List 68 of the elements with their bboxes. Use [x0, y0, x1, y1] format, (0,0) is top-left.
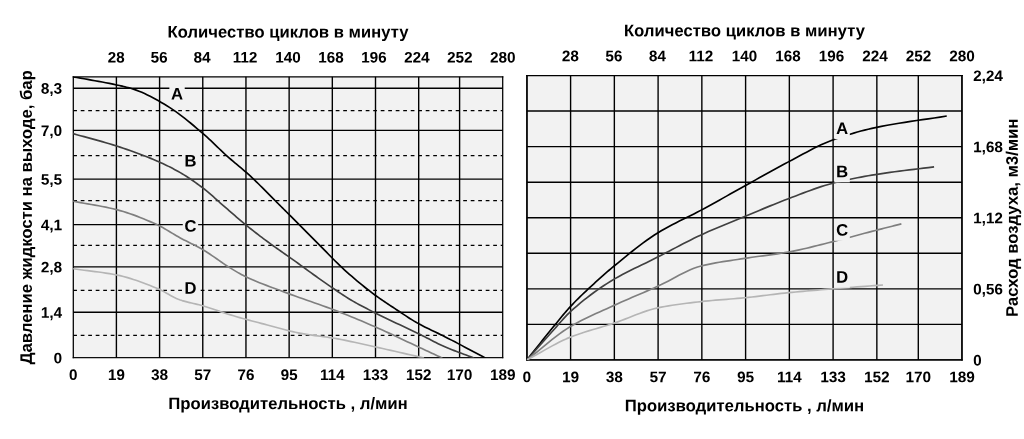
x2-tick-label: 196 — [819, 50, 844, 62]
x-tick-label: 170 — [447, 369, 472, 381]
series-label: A — [171, 88, 183, 100]
x-tick-label: 95 — [281, 369, 298, 381]
x-tick-label: 19 — [108, 369, 125, 381]
x-tick-label: 19 — [563, 371, 579, 383]
x-tick-label: 57 — [650, 371, 666, 383]
y2-tick-label: 0,56 — [973, 283, 1003, 297]
x2-tick-label: 140 — [732, 50, 757, 62]
x-tick-label: 152 — [865, 371, 889, 383]
y-tick-label: 4,1 — [41, 219, 62, 233]
x-tick-label: 133 — [363, 369, 388, 381]
x-tick-label: 170 — [906, 371, 931, 383]
x-tick-label: 95 — [737, 371, 754, 383]
x-tick-label: 0 — [69, 369, 77, 381]
y2-tick-label: 1,12 — [974, 212, 1003, 226]
y-axis-title: Давление жидкости на выходе, бар — [19, 70, 36, 365]
x2-tick-label: 84 — [194, 51, 211, 63]
x-tick-label: 114 — [320, 369, 345, 380]
x2-tick-label: 112 — [689, 50, 713, 62]
x-tick-label: 38 — [606, 371, 623, 383]
y-tick-label: 2,8 — [41, 261, 62, 275]
x-tick-label: 114 — [777, 371, 802, 383]
x2-tick-label: 280 — [949, 50, 975, 62]
x-tick-label: 76 — [238, 369, 254, 381]
y2-tick-label: 2,24 — [973, 70, 1003, 84]
y-tick-label: 5,5 — [41, 174, 62, 188]
x2-tick-label: 252 — [447, 51, 472, 63]
series-label: C — [836, 224, 848, 236]
x2-axis-title: Количество циклов в минуту — [168, 26, 409, 42]
x2-tick-label: 196 — [362, 51, 387, 63]
x2-tick-label: 168 — [776, 50, 801, 62]
y2-axis-title: Расход воздуха, м3/мин — [1005, 119, 1022, 316]
x2-tick-label: 56 — [151, 51, 168, 63]
x2-tick-label: 84 — [649, 50, 666, 62]
x2-tick-label: 56 — [605, 50, 622, 62]
x-tick-label: 189 — [950, 371, 975, 383]
x-tick-label: 0 — [523, 371, 531, 383]
x2-tick-label: 224 — [862, 50, 888, 62]
y-tick-label: 0 — [54, 352, 62, 364]
x2-axis-title: Количество циклов в минуту — [625, 24, 865, 40]
series-label: D — [837, 271, 848, 283]
x-tick-label: 76 — [694, 371, 710, 383]
y-tick-label: 1,4 — [41, 307, 63, 321]
x-tick-label: 38 — [151, 369, 168, 381]
x-tick-label: 133 — [821, 371, 846, 383]
series-label: D — [185, 282, 196, 294]
x2-tick-label: 140 — [276, 51, 301, 63]
y2-tick-label: 0 — [973, 354, 982, 366]
series-label: B — [837, 165, 848, 178]
y2-tick-label: 1,68 — [974, 141, 1003, 155]
x2-tick-label: 28 — [108, 51, 125, 63]
x-tick-label: 189 — [491, 369, 515, 381]
x-tick-label: 152 — [406, 369, 431, 381]
x-axis-title: Производительность , л/мин — [169, 397, 407, 413]
x2-tick-label: 112 — [233, 51, 257, 63]
x2-tick-label: 252 — [906, 50, 931, 62]
x-axis-title: Производительность , л/мин — [625, 399, 863, 415]
x2-tick-label: 224 — [404, 51, 430, 63]
y-tick-label: 7,0 — [41, 125, 62, 139]
series-label: B — [185, 154, 196, 167]
x2-tick-label: 168 — [319, 51, 344, 63]
series-label: C — [185, 220, 197, 232]
series-label: A — [836, 122, 848, 135]
x-tick-label: 57 — [194, 369, 211, 381]
x2-tick-label: 280 — [490, 51, 515, 63]
x2-tick-label: 28 — [562, 50, 579, 62]
y-tick-label: 8,3 — [41, 83, 62, 97]
